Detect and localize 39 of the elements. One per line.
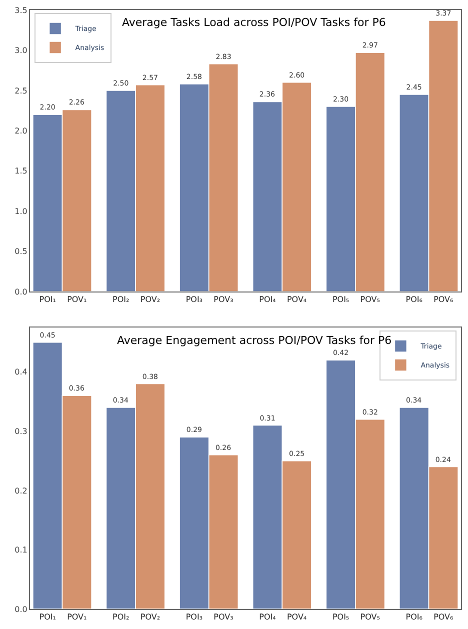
x-tick-label: POI₂ — [112, 612, 130, 622]
text: 3.0 — [14, 46, 28, 56]
x-tick-label: POI₁ — [39, 612, 56, 622]
x-tick-label: POI₆ — [406, 295, 422, 304]
x-tick-label: POI₃ — [186, 612, 203, 622]
x-tick-label: POI₂ — [112, 295, 130, 304]
text: Average Tasks Load across POI/POV Tasks for P6 — [122, 16, 386, 29]
x-tick-label: POV₅ — [360, 295, 380, 304]
text: 1.0 — [14, 206, 28, 216]
x-tick-label: POI₃ — [186, 295, 203, 304]
x-tick-label: POV₃ — [214, 295, 234, 304]
x-tick-label: POV₃ — [214, 612, 234, 622]
text: 0.3 — [14, 426, 28, 436]
x-tick-label: POV₄ — [286, 295, 307, 304]
text: 3.5 — [14, 6, 28, 15]
text: 0.2 — [14, 486, 28, 496]
text: 0.4 — [14, 368, 28, 377]
x-tick-label: POI₁ — [39, 295, 56, 304]
text: 0.1 — [14, 546, 28, 555]
x-tick-label: POV₆ — [434, 612, 454, 622]
text: 1.5 — [14, 166, 28, 176]
x-tick-label: POI₅ — [332, 295, 350, 304]
x-tick-label: POI₆ — [406, 612, 422, 622]
text: 2.5 — [14, 86, 28, 96]
text: 0.0 — [14, 604, 28, 614]
x-tick-label: POI₅ — [332, 612, 350, 622]
x-tick-label: POV₅ — [360, 612, 380, 622]
x-tick-label: POI₄ — [259, 295, 276, 304]
x-tick-label: POI₄ — [259, 612, 276, 622]
text: 0.5 — [14, 247, 28, 256]
x-tick-label: POV₂ — [140, 612, 160, 622]
x-tick-label: POV₄ — [286, 612, 307, 622]
x-tick-label: POV₁ — [67, 295, 87, 304]
x-tick-label: POV₆ — [434, 295, 454, 304]
x-tick-label: POV₂ — [140, 295, 160, 304]
text: 0.0 — [14, 287, 28, 296]
text: Average Engagement across POI/POV Tasks for P6 — [117, 334, 392, 347]
x-tick-label: POV₁ — [67, 612, 87, 622]
text: 2.0 — [14, 126, 28, 136]
